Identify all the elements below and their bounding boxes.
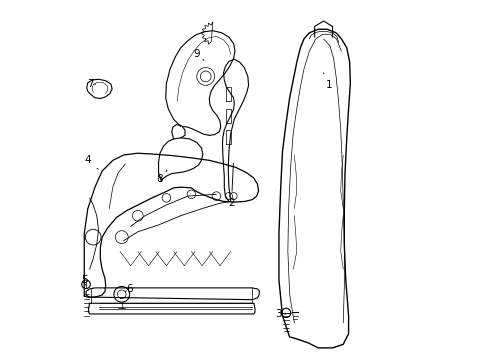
Text: 9: 9: [194, 49, 204, 60]
Text: 8: 8: [157, 170, 167, 184]
Text: 5: 5: [82, 275, 88, 285]
Text: 3: 3: [275, 309, 286, 319]
Text: 6: 6: [125, 284, 133, 294]
Text: 4: 4: [84, 156, 98, 169]
Text: 7: 7: [87, 78, 96, 89]
Text: 2: 2: [228, 163, 235, 208]
Text: 1: 1: [323, 73, 332, 90]
